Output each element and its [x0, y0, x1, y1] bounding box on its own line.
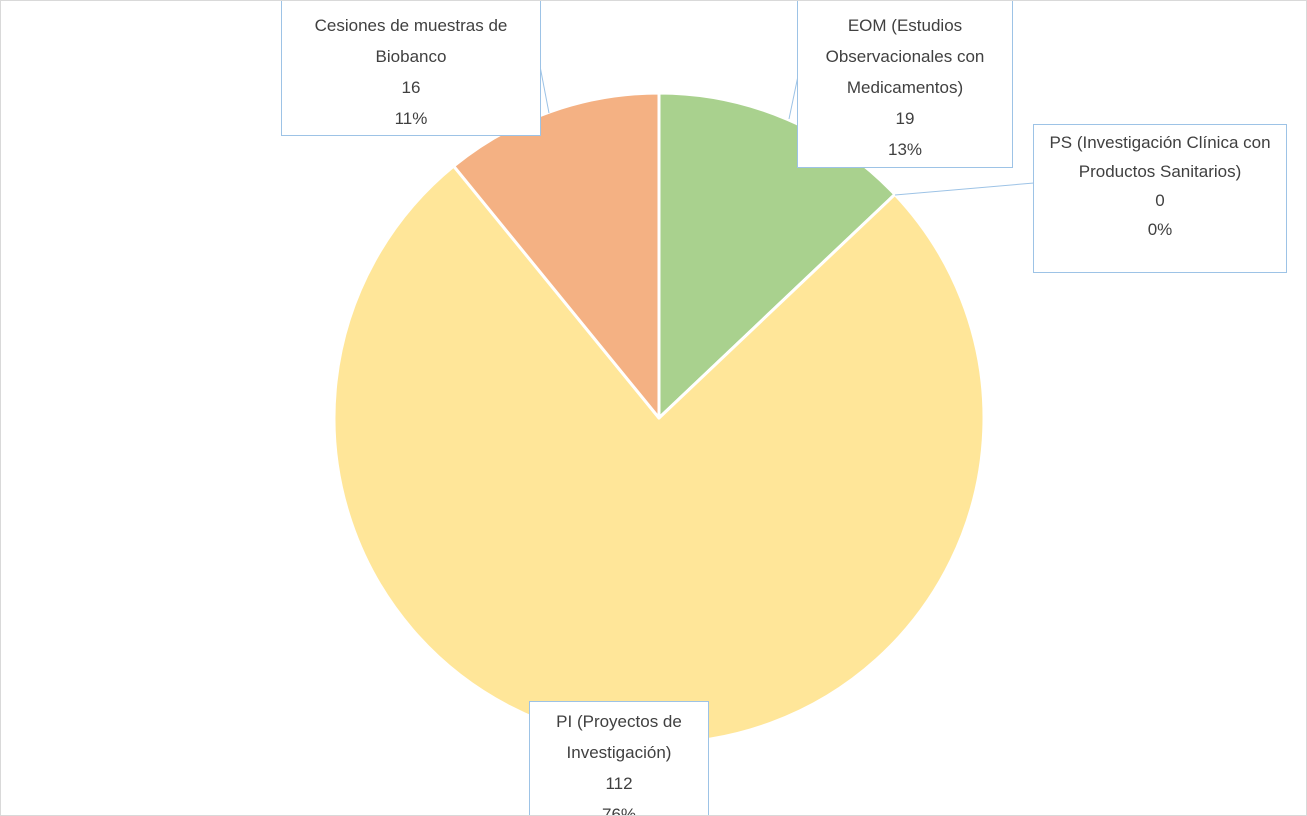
label-value: 0: [1155, 191, 1165, 210]
pie-slice: [452, 91, 661, 420]
label-value: 112: [605, 774, 633, 793]
label-value: 16: [401, 78, 421, 97]
pie-slice: [657, 91, 897, 420]
label-percent: 76%: [601, 805, 637, 816]
leader-line: [788, 75, 799, 120]
label-category: PS (Investigación Clínica con Productos …: [1049, 133, 1271, 181]
label-percent: 13%: [887, 140, 923, 159]
label-percent: 11%: [394, 109, 428, 128]
data-label: EOM (Estudios Observacionales con Medica…: [797, 1, 1013, 168]
label-percent: 0%: [1147, 220, 1173, 239]
data-label: Cesiones de muestras de Biobanco 16 11%: [281, 1, 541, 136]
label-category: EOM (Estudios Observacionales con Medica…: [825, 16, 985, 97]
leader-line: [894, 182, 1035, 196]
slices: [332, 91, 986, 745]
label-category: PI (Proyectos de Investigación): [556, 712, 682, 762]
data-label: PS (Investigación Clínica con Productos …: [1033, 124, 1287, 273]
label-category: Cesiones de muestras de Biobanco: [314, 16, 508, 66]
data-label: PI (Proyectos de Investigación) 112 76%: [529, 701, 709, 816]
label-value: 19: [895, 109, 915, 128]
